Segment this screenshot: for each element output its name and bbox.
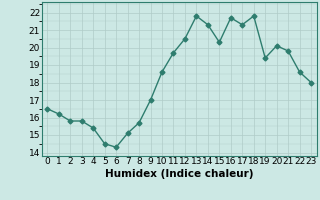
X-axis label: Humidex (Indice chaleur): Humidex (Indice chaleur) bbox=[105, 169, 253, 179]
